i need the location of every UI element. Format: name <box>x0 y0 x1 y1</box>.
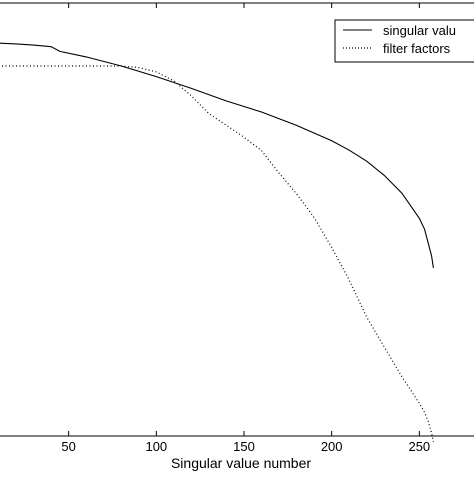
series-line-filter-factors <box>0 65 434 443</box>
x-tick-label: 100 <box>145 439 167 454</box>
series-line-singular-values <box>0 42 434 268</box>
plot-frame <box>0 2 474 437</box>
legend-label-singular-values: singular valu <box>383 23 456 38</box>
legend: singular valu filter factors <box>334 19 474 63</box>
legend-label-filter-factors: filter factors <box>383 41 451 56</box>
x-tick-label: 50 <box>61 439 75 454</box>
legend-box <box>334 19 474 63</box>
x-tick-label: 150 <box>233 439 255 454</box>
x-tick-label: 200 <box>321 439 343 454</box>
x-tick-label: 250 <box>408 439 430 454</box>
x-axis-label: Singular value number <box>171 455 311 471</box>
